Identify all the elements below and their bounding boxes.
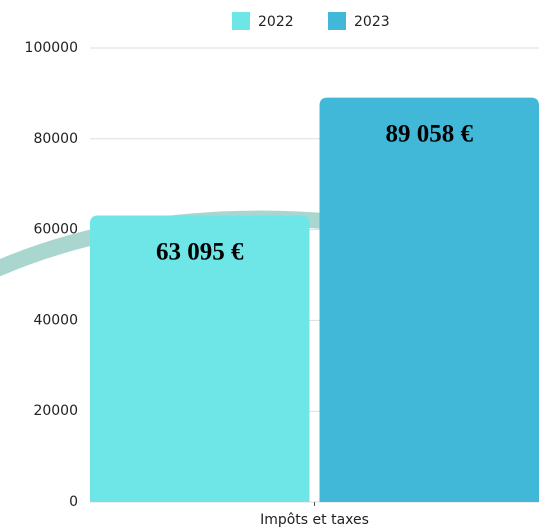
y-tick-label: 20000 (33, 403, 78, 419)
value-label: 63 095 € (156, 238, 244, 265)
y-tick-label: 40000 (33, 312, 78, 328)
legend-swatch (328, 12, 346, 30)
bar (90, 215, 310, 502)
bar (319, 97, 539, 502)
y-tick-label: 60000 (33, 222, 78, 238)
x-tick-label: Impôts et taxes (260, 512, 369, 528)
value-label: 89 058 € (386, 120, 474, 147)
legend-label: 2023 (354, 14, 390, 30)
y-tick-label: 0 (69, 494, 78, 510)
legend-swatch (232, 12, 250, 30)
y-tick-label: 80000 (33, 131, 78, 147)
legend-label: 2022 (258, 14, 294, 30)
y-tick-label: 100000 (25, 40, 78, 56)
